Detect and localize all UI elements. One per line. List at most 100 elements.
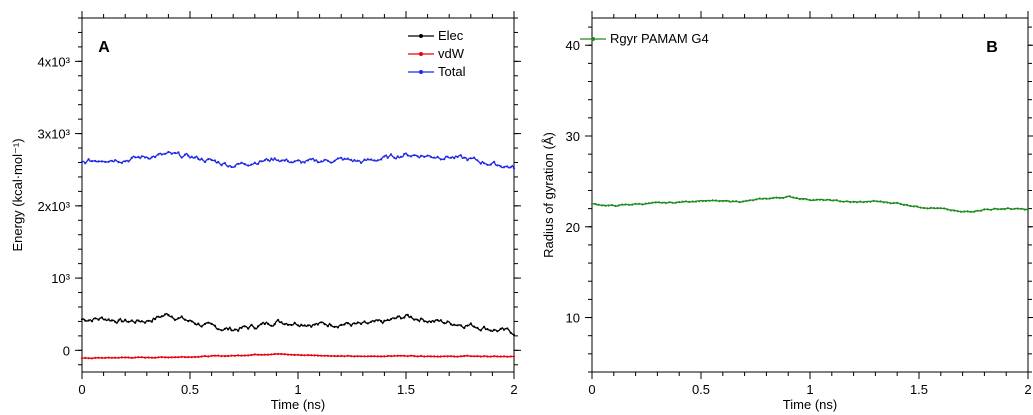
data-point — [725, 199, 728, 202]
data-point — [140, 155, 143, 158]
data-point — [120, 320, 123, 323]
data-point — [946, 208, 949, 211]
x-tick-label: 1.5 — [910, 382, 928, 397]
data-point — [263, 353, 266, 356]
data-point — [110, 319, 113, 322]
data-point — [959, 210, 963, 213]
data-point — [217, 354, 220, 357]
series-total — [80, 150, 516, 170]
data-point — [674, 201, 677, 204]
data-point — [376, 159, 379, 162]
data-point — [436, 355, 439, 358]
data-point — [303, 324, 306, 327]
data-point — [144, 156, 147, 159]
data-point — [822, 199, 825, 202]
data-point — [393, 354, 396, 357]
data-point — [87, 158, 90, 161]
data-point — [323, 354, 326, 357]
data-point — [443, 355, 446, 358]
data-point — [140, 320, 143, 323]
data-point — [97, 160, 100, 163]
data-point — [486, 163, 489, 166]
data-point — [370, 158, 373, 161]
data-point — [855, 201, 859, 204]
y-tick-label: 20 — [566, 220, 580, 235]
data-point — [326, 325, 329, 328]
data-point — [293, 160, 296, 163]
data-point — [399, 354, 403, 357]
data-point — [899, 202, 902, 206]
data-point — [986, 208, 989, 211]
data-point — [456, 155, 459, 159]
data-point — [439, 158, 442, 161]
data-point — [469, 322, 472, 325]
data-point — [303, 354, 306, 357]
data-point — [243, 325, 246, 328]
data-point — [296, 353, 300, 356]
data-point — [230, 165, 233, 169]
data-point — [476, 159, 479, 162]
data-point — [651, 201, 654, 204]
x-axis-label: Time (ns) — [783, 397, 837, 412]
data-point — [426, 154, 429, 157]
data-point — [310, 325, 313, 328]
legend-label: Elec — [438, 28, 464, 43]
data-point — [230, 329, 233, 332]
data-point — [120, 356, 123, 359]
data-point — [316, 161, 319, 164]
data-point — [293, 321, 296, 324]
data-point — [396, 354, 399, 357]
data-point — [233, 328, 236, 331]
data-point — [436, 155, 439, 158]
data-point — [183, 318, 187, 321]
data-point — [429, 355, 432, 358]
data-point — [164, 313, 167, 316]
data-point — [373, 320, 376, 323]
data-point — [157, 356, 160, 359]
data-point — [416, 318, 419, 321]
data-point — [134, 156, 137, 159]
data-point — [250, 163, 253, 166]
data-point — [459, 355, 462, 358]
data-point — [745, 199, 748, 202]
data-point — [423, 320, 426, 323]
data-point — [476, 355, 479, 358]
data-point — [399, 317, 403, 320]
data-point — [253, 161, 256, 164]
data-point — [144, 356, 147, 359]
data-point — [423, 355, 426, 358]
data-point — [512, 333, 516, 337]
data-point — [376, 319, 379, 322]
data-point — [688, 200, 691, 203]
data-point — [217, 160, 220, 164]
data-point — [286, 160, 290, 163]
x-tick-label: 2 — [510, 382, 517, 397]
data-point — [661, 201, 664, 204]
data-point — [140, 356, 143, 359]
data-point — [80, 357, 84, 360]
data-point — [386, 354, 389, 358]
data-point — [84, 162, 87, 165]
data-point — [283, 159, 286, 162]
data-point — [624, 203, 627, 206]
y-tick-label: 3x10³ — [37, 127, 70, 142]
data-point — [223, 162, 226, 165]
data-point — [173, 356, 177, 359]
data-point — [157, 153, 160, 156]
data-point — [193, 355, 197, 359]
data-point — [396, 315, 399, 318]
data-point — [210, 158, 213, 162]
data-point — [449, 156, 452, 159]
data-point — [839, 200, 842, 203]
data-point — [456, 355, 459, 358]
data-point — [792, 196, 795, 199]
data-point — [260, 160, 263, 163]
data-point — [429, 320, 432, 324]
data-point — [876, 200, 879, 203]
data-point — [698, 200, 701, 203]
data-point — [306, 354, 310, 357]
data-point — [1013, 207, 1016, 210]
data-point — [590, 202, 594, 205]
data-point — [433, 355, 436, 358]
data-point — [313, 323, 316, 326]
